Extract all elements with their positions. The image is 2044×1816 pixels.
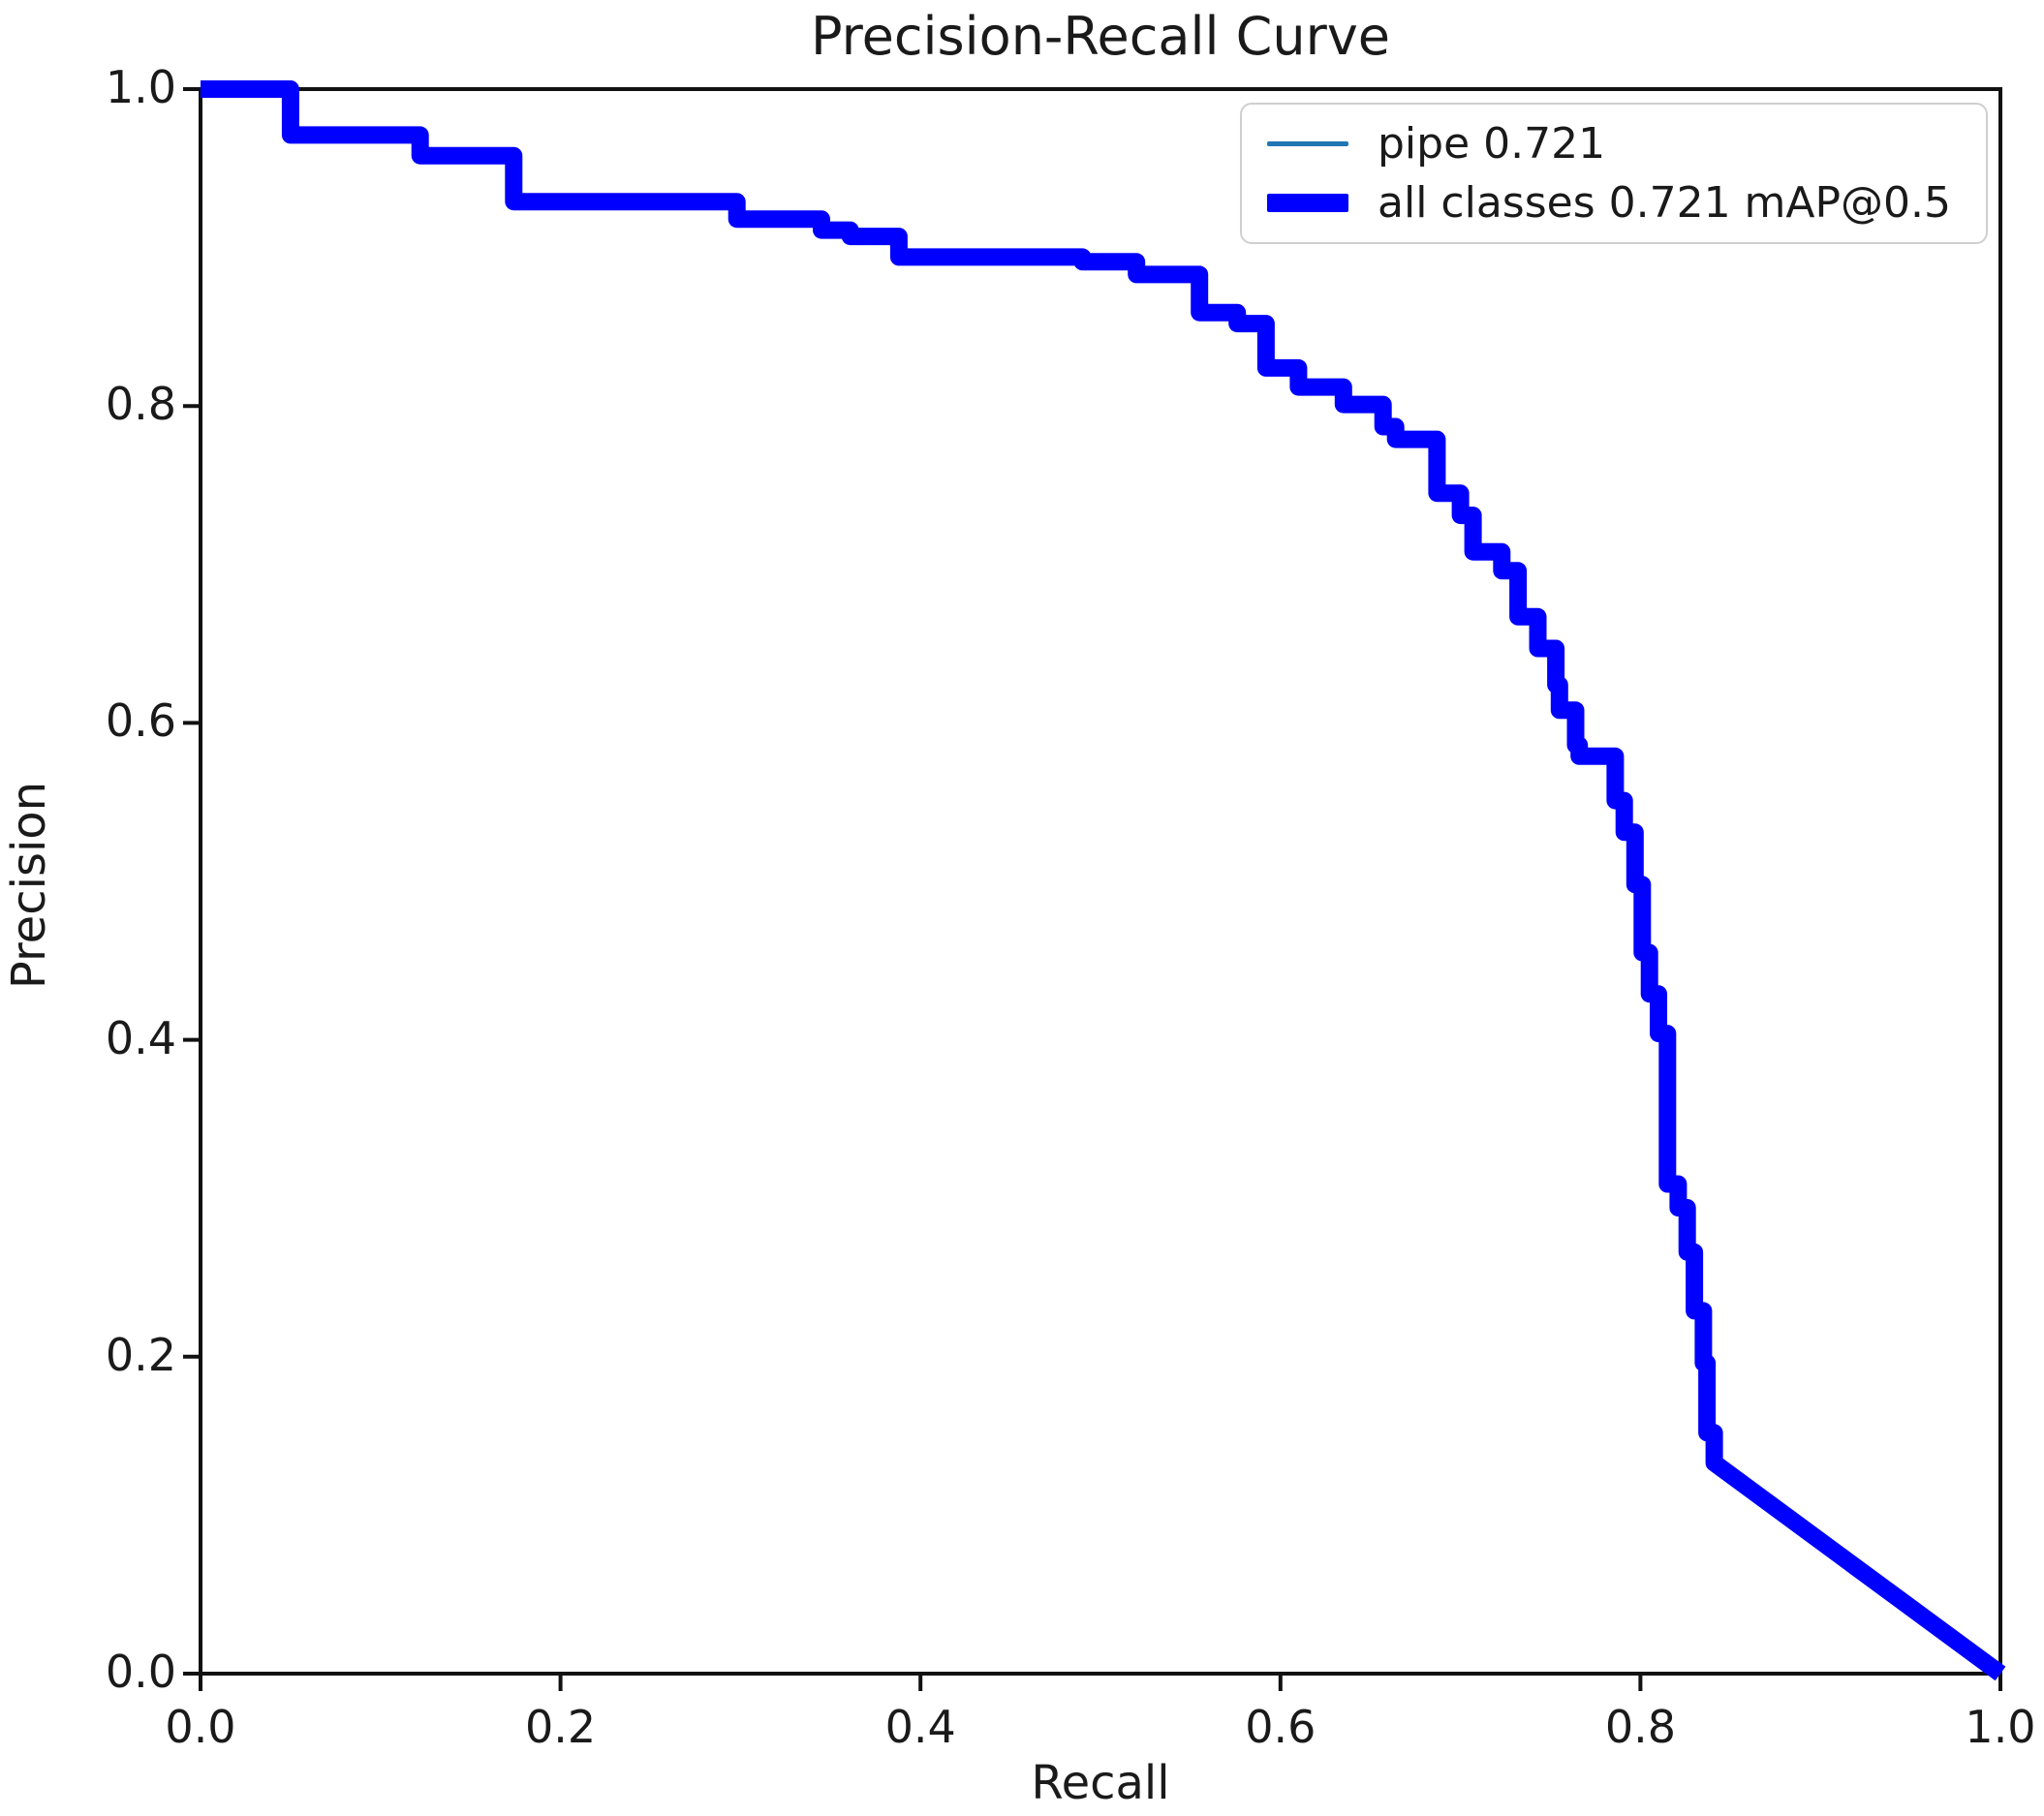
x-tick-label: 1.0 bbox=[1965, 1701, 2036, 1753]
axes-frame bbox=[199, 87, 2002, 1676]
x-tick-label: 0.4 bbox=[884, 1701, 956, 1753]
legend-line-sample-pipe bbox=[1267, 141, 1348, 146]
x-tick-label: 0.8 bbox=[1604, 1701, 1676, 1753]
x-tick-label: 0.2 bbox=[525, 1701, 597, 1753]
pr-curve-pipe bbox=[201, 87, 2002, 1676]
legend-label-pipe: pipe 0.721 bbox=[1378, 119, 1606, 169]
pr-curve-all-classes bbox=[201, 80, 2006, 1681]
legend-label-all-classes: all classes 0.721 mAP@0.5 bbox=[1378, 178, 1952, 228]
y-tick-label: 0.8 bbox=[105, 378, 176, 431]
axis-tick-marks bbox=[183, 87, 2002, 1691]
legend-item-all-classes: all classes 0.721 mAP@0.5 bbox=[1267, 178, 1976, 228]
legend-line-sample-all-classes bbox=[1267, 194, 1348, 212]
legend-item-pipe: pipe 0.721 bbox=[1267, 119, 1976, 169]
y-tick-label: 1.0 bbox=[105, 61, 176, 113]
x-axis-label: Recall bbox=[1031, 1756, 1170, 1810]
y-tick-label: 0.4 bbox=[105, 1011, 176, 1064]
y-tick-label: 0.2 bbox=[105, 1328, 176, 1381]
x-tick-label: 0.0 bbox=[165, 1701, 236, 1753]
y-axis-label: Precision bbox=[2, 781, 56, 990]
chart-title: Precision-Recall Curve bbox=[810, 6, 1390, 67]
y-tick-label: 0.0 bbox=[105, 1646, 176, 1698]
legend: pipe 0.721 all classes 0.721 mAP@0.5 bbox=[1240, 103, 1988, 244]
x-tick-label: 0.6 bbox=[1245, 1701, 1316, 1753]
y-tick-label: 0.6 bbox=[105, 694, 176, 748]
